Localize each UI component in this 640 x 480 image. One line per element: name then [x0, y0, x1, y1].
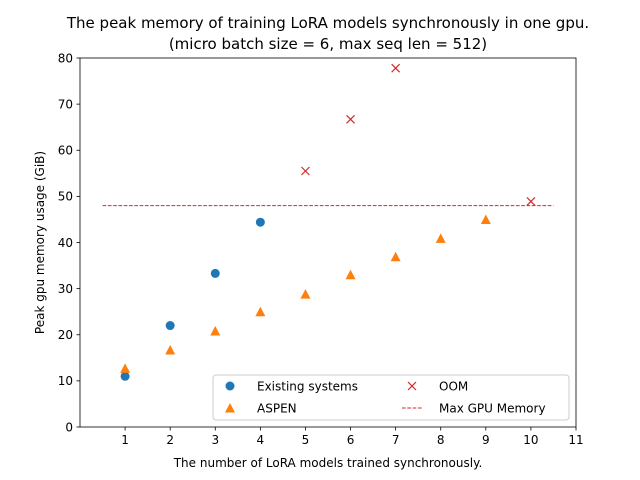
y-axis-ticks: 0 10 20 30 40 50 60 70 80 [58, 51, 80, 434]
x-tick-label: 5 [302, 433, 310, 447]
aspen-point [120, 363, 131, 373]
existing-systems-point [255, 217, 265, 227]
y-tick-label: 80 [58, 51, 73, 65]
aspen-point [165, 344, 176, 355]
x-axis-label: The number of LoRA models trained synchr… [173, 456, 483, 470]
oom-point [526, 197, 536, 206]
y-axis-label: Peak gpu memory usage (GiB) [33, 151, 47, 334]
aspen-point [255, 306, 266, 317]
legend-aspen-marker [225, 403, 235, 413]
legend-existing-systems-marker [225, 381, 235, 391]
aspen-point [435, 233, 446, 243]
x-tick-label: 11 [568, 433, 583, 447]
y-tick-label: 10 [58, 374, 73, 388]
x-tick-label: 10 [523, 433, 538, 447]
chart-subtitle: (micro batch size = 6, max seq len = 512… [169, 35, 487, 53]
x-tick-label: 8 [437, 433, 445, 447]
legend-box [212, 374, 570, 421]
x-tick-label: 1 [121, 433, 129, 447]
existing-systems-point [165, 321, 175, 331]
y-tick-label: 60 [58, 144, 73, 158]
y-tick-label: 20 [58, 328, 73, 342]
x-tick-label: 2 [166, 433, 174, 447]
y-tick-label: 70 [58, 97, 73, 111]
aspen-point [210, 326, 221, 336]
data-marks [120, 63, 536, 381]
oom-point [301, 166, 310, 176]
y-tick-label: 50 [58, 190, 73, 204]
aspen-point [480, 214, 491, 224]
legend-label: ASPEN [257, 401, 297, 415]
chart-title: The peak memory of training LoRA models … [66, 14, 589, 32]
existing-systems-point [210, 268, 220, 278]
legend-label: OOM [439, 379, 468, 393]
legend-items: Existing systems ASPEN OOM Max GPU Memory [225, 379, 546, 415]
y-tick-label: 0 [65, 420, 73, 434]
x-axis-ticks: 1 2 3 4 5 6 7 8 9 10 11 [121, 427, 584, 447]
oom-point [346, 114, 355, 124]
legend: Existing systems ASPEN OOM Max GPU Memory [212, 374, 570, 421]
aspen-point [345, 269, 356, 280]
existing-systems-point [120, 371, 130, 381]
x-tick-label: 4 [257, 433, 265, 447]
x-tick-label: 9 [482, 433, 490, 447]
legend-label: Max GPU Memory [439, 401, 546, 415]
x-tick-label: 3 [211, 433, 219, 447]
oom-point [391, 63, 401, 73]
aspen-point [390, 251, 401, 262]
x-tick-label: 7 [392, 433, 400, 447]
y-tick-label: 40 [58, 236, 73, 250]
y-tick-label: 30 [58, 282, 73, 296]
aspen-point [300, 289, 311, 299]
x-tick-label: 6 [347, 433, 355, 447]
legend-label: Existing systems [257, 379, 358, 393]
plot-frame [79, 57, 577, 428]
legend-oom-marker [407, 381, 417, 391]
